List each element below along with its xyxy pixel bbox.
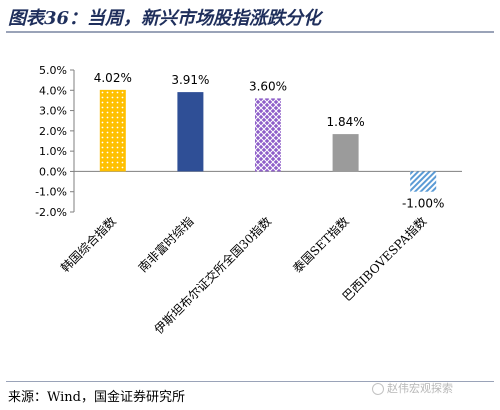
bar — [410, 171, 437, 192]
data-label: -1.00% — [402, 197, 444, 211]
category-label: 韩国综合指数 — [57, 214, 119, 276]
bar-chart: 5.0% 4.0% 3.0% 2.0% 1.0% 0.0% -1.0% -2.0% 4.02%… — [35, 64, 462, 337]
y-tick-label: 0.0% — [39, 165, 67, 178]
bar — [99, 89, 126, 172]
data-label: 3.60% — [249, 79, 287, 93]
watermark-text: 赵伟宏观探索 — [387, 382, 453, 395]
wechat-icon — [372, 383, 384, 395]
source-note: 来源：Wind，国金证券研究所 — [8, 390, 185, 405]
y-tick-label: 4.0% — [39, 84, 67, 97]
title-divider — [6, 31, 494, 33]
chart-axes: 5.0% 4.0% 3.0% 2.0% 1.0% 0.0% -1.0% -2.0% — [35, 64, 462, 219]
source-divider — [6, 381, 494, 382]
bar — [255, 98, 281, 172]
watermark: 赵伟宏观探索 — [372, 380, 453, 396]
category-label: 南非富时综指 — [135, 214, 197, 276]
y-tick-label: 3.0% — [39, 105, 67, 118]
y-tick-label: -1.0% — [35, 186, 67, 199]
y-tick-label: 2.0% — [39, 125, 67, 138]
category-label: 巴西IBOVESPA指数 — [339, 214, 429, 304]
y-tick-label: -2.0% — [35, 206, 67, 219]
data-label: 3.91% — [171, 73, 209, 87]
y-tick-label: 5.0% — [39, 64, 67, 77]
data-label: 4.02% — [94, 71, 132, 85]
chart-title: 图表36：当周，新兴市场股指涨跌分化 — [8, 8, 322, 29]
bar — [177, 92, 204, 172]
category-label: 泰国SET指数 — [289, 214, 351, 276]
bar — [332, 134, 359, 172]
chart-bars — [99, 89, 437, 192]
y-tick-label: 1.0% — [39, 145, 67, 158]
data-label: 1.84% — [327, 115, 365, 129]
